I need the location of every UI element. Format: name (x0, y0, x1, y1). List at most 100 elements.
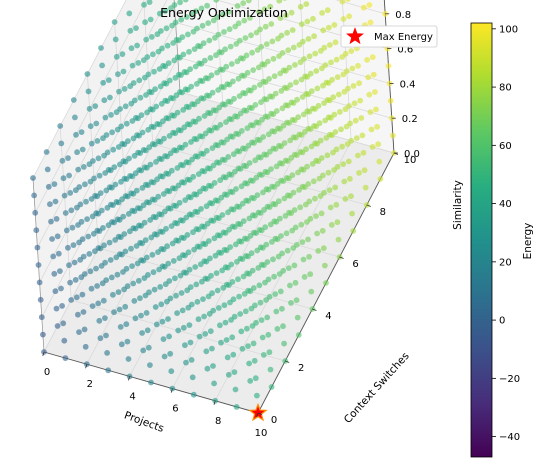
scatter-point (250, 67, 257, 73)
scatter-point (343, 123, 350, 130)
scatter-point (294, 152, 300, 159)
scatter-point (159, 229, 166, 235)
scatter-point (234, 3, 241, 9)
scatter-point (353, 135, 360, 142)
scatter-point (230, 351, 237, 358)
scatter-point (365, 74, 372, 81)
scatter-point (131, 208, 138, 215)
scatter-point (85, 88, 92, 95)
scatter-point (150, 124, 157, 130)
scatter-point (294, 314, 301, 321)
scatter-point (130, 190, 137, 197)
scatter-point (79, 291, 86, 298)
scatter-point (192, 119, 199, 125)
scatter-point (107, 94, 113, 101)
scatter-point (109, 184, 115, 191)
scatter-point (329, 132, 335, 139)
scatter-point (75, 311, 81, 318)
scatter-point (315, 158, 322, 165)
scatter-point (340, 161, 347, 168)
scatter-point (171, 57, 178, 64)
scatter-point (224, 264, 231, 271)
scatter-point (264, 169, 271, 176)
scatter-point (142, 74, 148, 81)
scatter-point (60, 320, 67, 327)
scatter-point (167, 350, 174, 357)
scatter-point (79, 146, 86, 153)
scatter-point (256, 137, 263, 144)
scatter-point (253, 230, 259, 237)
axes-panes (33, 0, 394, 413)
scatter-point (109, 129, 115, 136)
scatter-point (51, 181, 58, 188)
scatter-point (235, 75, 242, 82)
scatter-point (252, 375, 259, 382)
scatter-point (179, 89, 186, 96)
scatter-point (187, 121, 193, 128)
scatter-point (252, 157, 259, 164)
scatter-point (214, 125, 220, 131)
scatter-point (129, 118, 136, 124)
y-tick-mark (312, 308, 317, 311)
scatter-point (103, 332, 109, 339)
scatter-point (206, 93, 213, 99)
scatter-point (208, 183, 215, 190)
scatter-point (364, 57, 370, 63)
scatter-point (122, 303, 129, 310)
scatter-point (156, 66, 163, 72)
scatter-point (350, 83, 357, 89)
scatter-point (201, 168, 208, 175)
scatter-point (147, 16, 154, 23)
scatter-point (216, 159, 223, 166)
scatter-point (200, 151, 207, 157)
scatter-point (95, 210, 102, 217)
scatter-point (298, 21, 305, 28)
scatter-point (212, 397, 219, 404)
scatter-point (77, 256, 84, 263)
scatter-point (369, 144, 376, 150)
scatter-point (265, 131, 272, 138)
scatter-point (224, 192, 230, 198)
scatter-point (144, 109, 151, 116)
scatter-point (69, 224, 76, 231)
scatter-point (298, 76, 305, 83)
scatter-point (97, 245, 104, 252)
scatter-point (53, 216, 60, 222)
scatter-point (267, 221, 274, 228)
scatter-point (258, 317, 265, 323)
scatter-point (44, 166, 51, 173)
scatter-point (263, 297, 269, 303)
scatter-point (145, 126, 152, 133)
scatter-point (306, 108, 313, 115)
scatter-point (344, 141, 351, 147)
scatter-point (226, 282, 232, 288)
scatter-point (117, 161, 123, 168)
scatter-point (319, 10, 325, 16)
scatter-point (124, 193, 131, 200)
scatter-point (137, 150, 144, 157)
scatter-point (186, 48, 192, 55)
scatter-point (283, 12, 289, 19)
z-tick-label: 0.2 (402, 114, 418, 125)
scatter-point (227, 43, 234, 50)
scatter-point (170, 95, 176, 102)
colorbar-tick-label: 20 (499, 257, 512, 268)
scatter-point (235, 276, 241, 283)
scatter-point (261, 6, 268, 13)
scatter-point (284, 29, 290, 36)
scatter-point (160, 246, 167, 253)
scatter-point (71, 259, 78, 266)
scatter-point (213, 270, 220, 276)
scatter-point (247, 87, 254, 94)
colorbar-tick-label: 0 (499, 316, 505, 327)
scatter-point (173, 147, 180, 154)
scatter-point (291, 262, 298, 269)
scatter-point (177, 54, 183, 61)
scatter-point (123, 321, 130, 328)
scatter-point (145, 344, 152, 351)
scatter-point (333, 56, 340, 63)
scatter-point (267, 3, 274, 10)
scatter-point (122, 103, 129, 110)
scatter-point (97, 335, 104, 342)
legend-star-marker (346, 27, 364, 45)
